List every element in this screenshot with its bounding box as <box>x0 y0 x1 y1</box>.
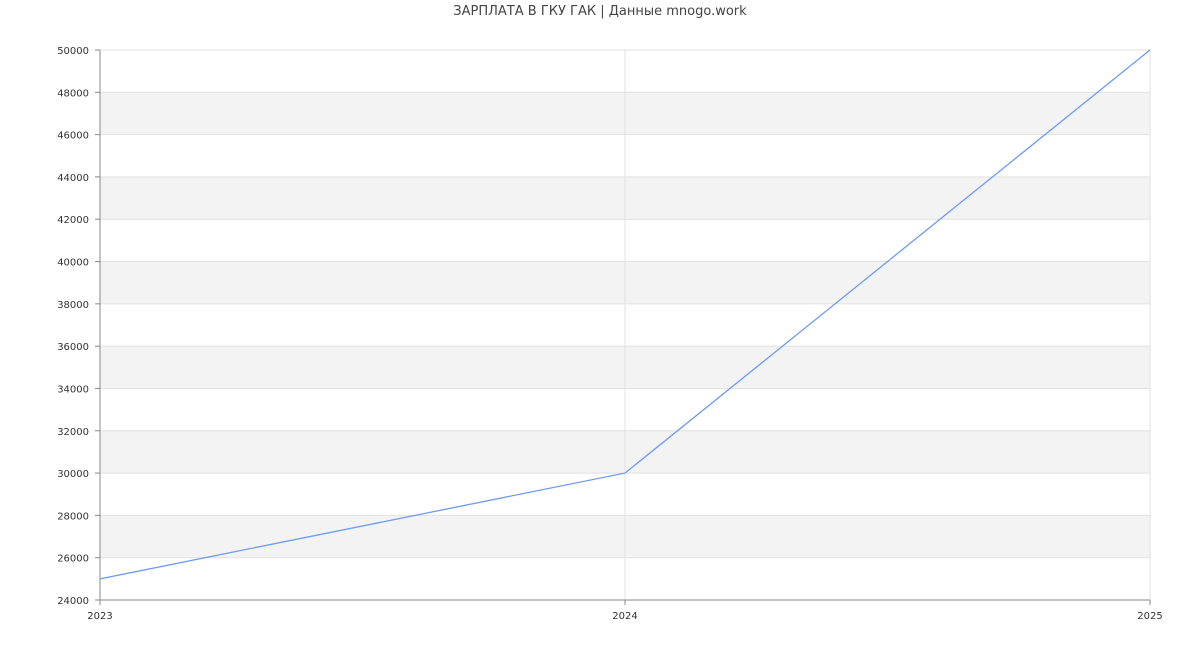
data-point <box>1149 49 1151 51</box>
data-point <box>624 472 626 474</box>
chart-title: ЗАРПЛАТА В ГКУ ГАК | Данные mnogo.work <box>453 4 747 19</box>
x-tick-label: 2024 <box>612 611 637 622</box>
y-tick-label: 24000 <box>57 596 89 607</box>
y-tick-label: 40000 <box>57 258 89 269</box>
y-tick-label: 48000 <box>57 88 89 99</box>
y-tick-label: 26000 <box>57 554 89 565</box>
data-point <box>99 578 101 580</box>
x-tick-label: 2025 <box>1137 611 1162 622</box>
y-tick-label: 42000 <box>57 215 89 226</box>
y-tick-label: 50000 <box>57 46 89 57</box>
y-tick-label: 36000 <box>57 342 89 353</box>
y-tick-label: 30000 <box>57 469 89 480</box>
x-tick-label: 2023 <box>87 611 112 622</box>
y-tick-label: 46000 <box>57 131 89 142</box>
y-tick-label: 32000 <box>57 427 89 438</box>
y-tick-label: 38000 <box>57 300 89 311</box>
y-tick-label: 44000 <box>57 173 89 184</box>
y-tick-label: 34000 <box>57 384 89 395</box>
y-tick-label: 28000 <box>57 511 89 522</box>
